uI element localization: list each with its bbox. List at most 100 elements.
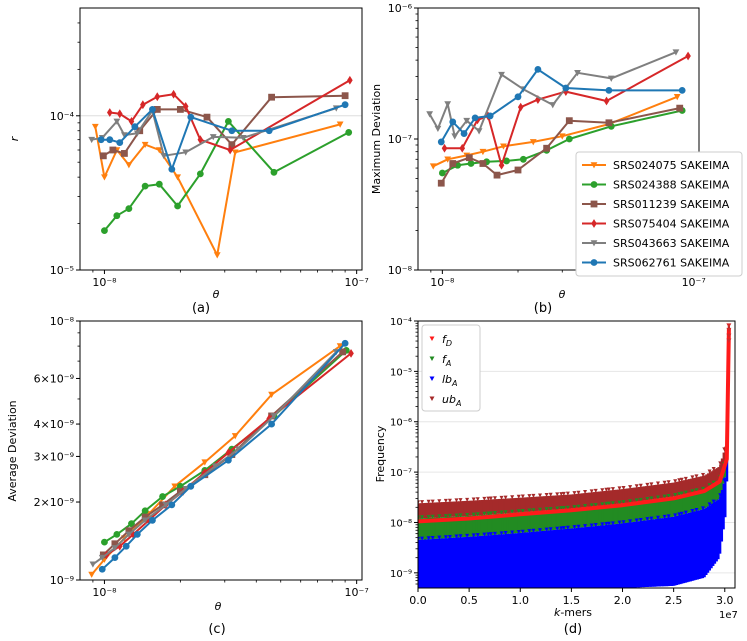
x-tick-label: 1.0: [512, 594, 530, 607]
data-point: [141, 513, 149, 521]
scatter-point: [645, 496, 650, 501]
series-c-4: [89, 349, 340, 568]
data-point: [565, 135, 573, 143]
data-point: [268, 420, 275, 428]
y-tick-label: 10⁻⁸: [390, 518, 412, 529]
data-point: [113, 118, 121, 125]
x-tick-label: 10⁻⁸: [92, 276, 117, 289]
scatter-point: [544, 507, 549, 512]
scatter-point: [565, 525, 570, 530]
scatter-point: [638, 517, 643, 522]
scatter-point: [437, 499, 442, 504]
series-line: [102, 351, 344, 556]
x-axis-label: k-mers: [554, 606, 592, 619]
scatter-point: [634, 518, 639, 523]
series-b-5: [437, 65, 686, 146]
scatter-point: [690, 509, 695, 514]
data-point: [196, 170, 204, 178]
data-point: [159, 493, 166, 500]
data-point: [558, 133, 566, 140]
legend-marker: [590, 259, 598, 266]
scatter-point: [510, 509, 515, 514]
scatter-point: [718, 461, 723, 466]
y-tick-label: 2×10⁻⁹: [34, 496, 74, 509]
scatter-point: [707, 483, 712, 488]
series-a-5: [97, 101, 349, 173]
legend: SRS024075 SAKEIMA SRS024388 SAKEIMA SRS011…: [575, 151, 743, 277]
scatter-point: [447, 498, 452, 503]
scatter-point: [443, 535, 448, 540]
scatter-point: [593, 488, 598, 493]
data-point: [187, 482, 195, 490]
data-point: [159, 501, 166, 509]
data-point: [437, 179, 445, 187]
legend-label: SRS075404 SAKEIMA: [613, 218, 730, 231]
axes-frame: [79, 320, 363, 581]
data-point: [444, 156, 452, 163]
data-point: [529, 139, 537, 146]
data-point: [97, 136, 105, 144]
data-point: [111, 545, 119, 552]
scatter-point: [475, 497, 480, 502]
y-tick-label: 10⁻⁹: [50, 574, 74, 587]
data-point: [449, 118, 457, 126]
x-tick-label: 10⁻⁷: [682, 276, 706, 289]
scatter-point: [548, 506, 553, 511]
scatter-point: [576, 504, 581, 509]
axes-frame: [79, 7, 363, 271]
panel-caption: (d): [564, 622, 582, 637]
data-point: [438, 169, 446, 177]
scatter-point: [701, 506, 706, 511]
data-point: [348, 348, 354, 358]
data-point: [109, 146, 117, 154]
scatter-point: [610, 521, 615, 526]
scatter-point: [690, 475, 695, 480]
scatter-point: [673, 493, 678, 498]
scatter-point: [628, 519, 633, 524]
series-b-0: [429, 93, 681, 170]
data-point: [101, 174, 108, 181]
panel-c: 10⁻⁸ 10⁻⁷ 10⁻⁹ 2×10⁻⁹ 3×10⁻⁹ 4×10⁻⁹ 6×10⁻⁹ 10⁻⁸…: [6, 315, 369, 637]
data-point: [517, 102, 524, 112]
scatter-point: [555, 506, 560, 511]
data-point: [98, 554, 106, 562]
scatter-point: [420, 500, 425, 505]
scatter-point: [572, 491, 577, 496]
x-tick-label: 0.5: [460, 594, 478, 607]
data-point: [122, 542, 130, 550]
scatter-point: [589, 489, 594, 494]
scatter-point: [711, 480, 716, 485]
scatter-point: [683, 476, 688, 481]
data-point: [607, 75, 615, 82]
data-point: [106, 136, 114, 144]
scatter-point: [621, 485, 626, 490]
scatter-point: [492, 531, 497, 536]
scatter-point: [628, 499, 633, 504]
data-point: [224, 456, 232, 464]
scatter-point: [565, 491, 570, 496]
data-point: [345, 129, 353, 136]
plot-area-c: [88, 339, 354, 578]
scatter-point: [694, 488, 699, 493]
scatter-point: [520, 529, 525, 534]
data-point: [574, 70, 581, 77]
x-tick-label: 10⁻⁸: [92, 586, 117, 599]
scatter-point: [443, 514, 448, 519]
data-point: [140, 100, 146, 110]
scatter-point: [645, 517, 650, 522]
data-point: [133, 130, 141, 137]
scatter-point: [604, 487, 609, 492]
scatter-point: [617, 520, 622, 525]
panel-a: 10⁻⁸ 10⁻⁷ 10⁻⁵ 10⁻⁴ θ r (a): [8, 7, 369, 316]
scatter-point: [683, 510, 688, 515]
y-tick-label: 4×10⁻⁹: [34, 418, 74, 431]
data-point: [444, 101, 452, 108]
y-tick-label: 10⁻⁸: [50, 315, 75, 328]
legend-label: lbA: [442, 373, 458, 388]
scatter-point: [583, 490, 588, 495]
data-point: [89, 561, 97, 568]
legend-label: SRS011239 SAKEIMA: [613, 198, 730, 211]
x-tick-label: 3.0: [716, 594, 734, 607]
data-point: [562, 84, 570, 92]
scatter-point: [583, 524, 588, 529]
